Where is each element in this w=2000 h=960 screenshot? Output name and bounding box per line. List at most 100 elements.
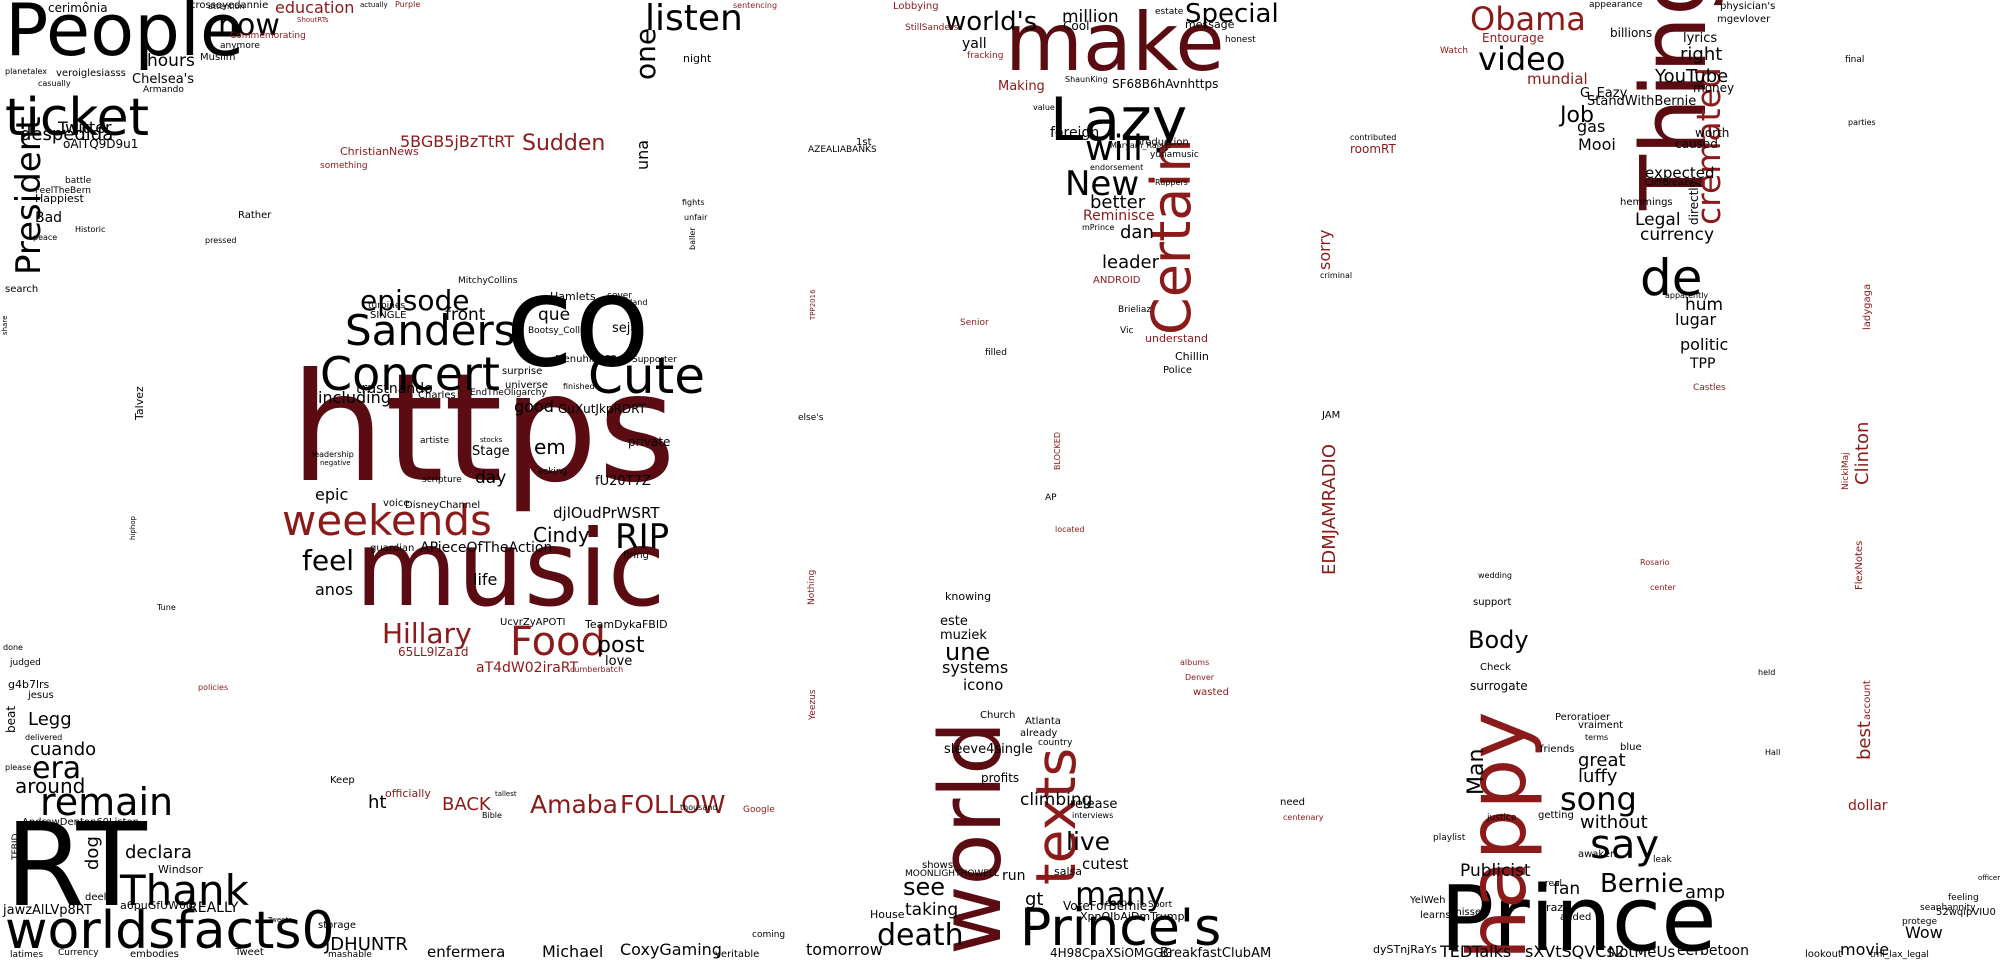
word-peace: peace xyxy=(33,233,57,242)
word-menuhin100: Menuhin100 xyxy=(555,354,617,365)
word-see: see xyxy=(903,873,945,901)
word-rosario: Rosario xyxy=(1640,558,1670,567)
word-billions: billions xyxy=(1610,26,1652,40)
word-firing: firing xyxy=(623,550,649,561)
word-casually: casually xyxy=(38,79,71,88)
word-twitter: Twitter xyxy=(57,118,112,137)
word-rt: RT xyxy=(5,799,148,933)
word-google: Google xyxy=(743,805,775,815)
word-vic: Vic xyxy=(1120,326,1133,336)
word-rappers: Rappers xyxy=(1155,178,1188,187)
word-supporter: Supporter xyxy=(632,355,677,365)
word-movie: movie xyxy=(1840,940,1889,959)
word-share: share xyxy=(1,316,9,335)
word-apieceoftheaction: APieceOfTheAction xyxy=(420,540,552,556)
word-mitchycollins: MitchyCollins xyxy=(458,276,518,286)
word-good: good xyxy=(514,397,554,416)
word-icono: icono xyxy=(963,676,1003,694)
word-deel: deel xyxy=(85,892,106,903)
word-ucvrzyapoti: UcvrZyAPOTI xyxy=(500,617,565,628)
word-playlist: playlist xyxy=(1433,833,1466,843)
word-que: que xyxy=(538,305,570,325)
word-tallest: tallest xyxy=(495,790,517,798)
word-muziek: muziek xyxy=(940,628,987,643)
word-mprince: mPrince xyxy=(1082,223,1114,232)
word-gas: gas xyxy=(1577,117,1605,136)
word-bible: Bible xyxy=(482,811,502,820)
word-expected: expected xyxy=(1645,164,1714,182)
word-trustnando: trustnando xyxy=(356,381,433,397)
word-em: em xyxy=(534,435,566,459)
word-apparently: apparently xyxy=(1665,291,1708,300)
word-make: make xyxy=(1005,0,1225,89)
word-tedtalks: TEDTalks xyxy=(1439,942,1511,960)
word-cool: Cool xyxy=(1063,19,1089,33)
word-brieliaz: Brieliaz xyxy=(1118,305,1151,315)
word-oaitq9d9u1: oAiTQ9D9u1 xyxy=(63,137,138,151)
word-will: will xyxy=(1085,129,1143,169)
word-rip: RIP xyxy=(615,517,669,557)
word-vraiment: vraiment xyxy=(1578,720,1623,731)
word-senior: Senior xyxy=(960,318,989,328)
word-gt: gt xyxy=(1025,889,1043,910)
word-entourage: Entourage xyxy=(1482,31,1544,45)
word-money: money xyxy=(1693,81,1734,95)
word-xpnoibajdmtrump: XpnOIbAjDmTrump xyxy=(1080,910,1184,923)
word-1st: 1st xyxy=(856,137,872,148)
word-ht: ht xyxy=(368,792,386,813)
word-watch: Watch xyxy=(1440,46,1468,56)
word-denver: Denver xyxy=(1185,673,1215,682)
word-actually: actually xyxy=(360,1,388,9)
word-happy: happy xyxy=(1451,711,1544,960)
word-cutest: cutest xyxy=(1082,855,1129,873)
word-standwithbernie: StandWithBernie xyxy=(1587,94,1696,109)
word-anos: anos xyxy=(315,580,353,599)
word-now: now xyxy=(218,8,280,43)
word-g-eazy: G_Eazy xyxy=(1580,86,1628,101)
word-message: message xyxy=(1185,18,1235,31)
word-coming: coming xyxy=(752,930,785,940)
word-roomrt: roomRT xyxy=(1350,142,1397,156)
word-done: done xyxy=(3,643,23,652)
word-fights: fights xyxy=(682,198,705,207)
word-65ll9lza1d: 65LL9lZa1d xyxy=(398,645,468,659)
word-shows: shows xyxy=(922,860,953,871)
word-sanders: Sanders xyxy=(345,306,516,355)
word-stillsanders: StillSanders xyxy=(905,23,959,33)
word-remain: remain xyxy=(40,780,173,824)
word-estate: estate xyxy=(1155,7,1184,17)
word-52wqipviu0: 52wqipVIU0 xyxy=(1936,907,1996,918)
word-parties: parties xyxy=(1848,118,1876,127)
word-policies: policies xyxy=(198,683,228,692)
word-thing: Thing xyxy=(1622,0,1727,211)
word-blue: blue xyxy=(1620,742,1642,753)
word-andrewdenton60listen: AndrewDenton60Listen xyxy=(22,817,139,828)
word-coxygaming: CoxyGaming xyxy=(620,940,722,959)
word-edmjamradio: EDMJAMRADIO xyxy=(1319,444,1340,575)
word-lobbying: Lobbying xyxy=(893,1,939,12)
word-front: front xyxy=(445,305,486,325)
word-beat: beat xyxy=(4,706,18,733)
word-missed: missed xyxy=(1452,907,1487,918)
word-one: one xyxy=(629,28,662,80)
word-amp: amp xyxy=(1685,882,1725,903)
word-shaunking: ShaunKing xyxy=(1065,75,1108,84)
word-sf68b6havnhttps: SF68B6hAvnhttps xyxy=(1112,77,1218,91)
word-turbines: turbines xyxy=(368,301,405,311)
word-officer: officer xyxy=(1978,874,2000,882)
word-foreign: foreign xyxy=(1050,125,1099,141)
word-feel: feel xyxy=(302,544,354,577)
word-a6pugfuw0g: a6puGfUW0g xyxy=(120,899,193,912)
word-holland: Holland xyxy=(617,298,647,307)
word-listen: listen xyxy=(645,0,743,39)
word-dan: dan xyxy=(1120,222,1154,243)
word-battle: battle xyxy=(65,176,92,186)
word-love: love xyxy=(605,654,632,669)
word-president: President xyxy=(9,116,49,275)
word-surprise: surprise xyxy=(502,366,542,377)
word-officially: officially xyxy=(385,787,431,800)
word-better: better xyxy=(1090,192,1146,213)
word-night: night xyxy=(683,52,712,65)
word-world: world xyxy=(922,721,1021,955)
